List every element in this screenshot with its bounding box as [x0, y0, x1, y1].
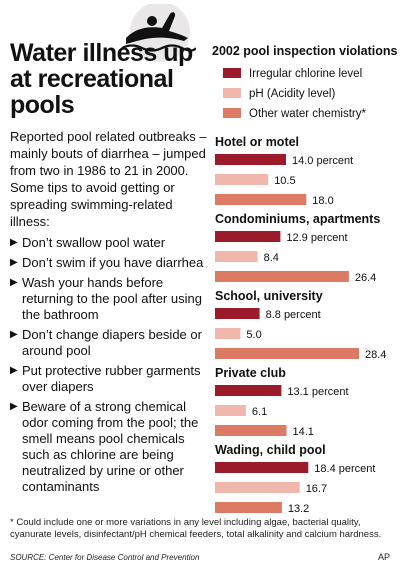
- bar: [215, 462, 309, 473]
- value-label: 6.1: [252, 406, 267, 418]
- legend-swatch: [223, 68, 241, 78]
- bar: [215, 502, 282, 513]
- bar: [215, 271, 349, 282]
- value-label: 28.4: [365, 349, 386, 361]
- value-label: 18.0: [312, 195, 333, 207]
- bar: [215, 425, 287, 436]
- bar: [215, 251, 258, 262]
- value-label: 14.1: [293, 426, 314, 438]
- chart-title: 2002 pool inspection violations: [212, 44, 398, 58]
- value-label: 26.4: [355, 272, 376, 284]
- value-label: 14.0 percent: [292, 155, 353, 167]
- bar: [215, 328, 241, 339]
- value-label: 8.4: [264, 252, 279, 264]
- tip-text: Put protective rubber garments over diap…: [22, 363, 201, 394]
- bar: [215, 348, 359, 359]
- tip-text: Don’t change diapers beside or around po…: [22, 327, 202, 358]
- bar: [215, 385, 282, 396]
- legend-item-ph: pH (Acidity level): [223, 87, 335, 101]
- tip-item: ▶ Beware of a strong chemical odor coming…: [10, 399, 210, 495]
- bar: [215, 231, 281, 242]
- headline: Water illness up at recreational pools: [10, 39, 193, 119]
- tip-text: Don’t swim if you have diarrhea: [22, 255, 204, 270]
- value-label: 13.1 percent: [287, 386, 348, 398]
- category-label: Private club: [215, 366, 286, 380]
- category-label: Condominiums, apartments: [215, 212, 380, 226]
- triangle-bullet-icon: ▶: [10, 257, 18, 268]
- value-label: 18.4 percent: [314, 463, 375, 475]
- value-label: 10.5: [274, 175, 295, 187]
- bar: [215, 482, 300, 493]
- tip-item: ▶ Don’t change diapers beside or around p…: [10, 327, 210, 359]
- bar: [215, 154, 286, 165]
- credit: AP: [377, 552, 390, 562]
- tips-list: ▶ Don’t swallow pool water ▶ Don’t swim if…: [10, 235, 210, 499]
- legend-item-other: Other water chemistry*: [223, 107, 366, 121]
- bar: [215, 194, 307, 205]
- value-label: 16.7: [306, 483, 327, 495]
- legend-swatch: [223, 88, 241, 98]
- triangle-bullet-icon: ▶: [10, 277, 18, 288]
- source-line: SOURCE: Center for Disease Control and P…: [10, 553, 200, 562]
- triangle-bullet-icon: ▶: [10, 365, 18, 376]
- bar: [215, 405, 246, 416]
- legend-label: Irregular chlorine level: [249, 68, 363, 80]
- triangle-bullet-icon: ▶: [10, 237, 18, 248]
- category-label: School, university: [215, 289, 323, 303]
- tip-item: ▶ Put protective rubber garments over dia…: [10, 363, 210, 395]
- value-label: 8.8 percent: [266, 309, 321, 321]
- legend-label: pH (Acidity level): [249, 88, 336, 100]
- footnote: * Could include one or more variations i…: [10, 517, 382, 540]
- tip-text: Wash your hands before returning to the …: [22, 275, 202, 322]
- tip-item: ▶ Don’t swallow pool water: [10, 235, 210, 251]
- value-label: 13.2: [288, 503, 309, 515]
- bar: [215, 308, 260, 319]
- value-label: 12.9 percent: [286, 232, 347, 244]
- swimmer-icon: [121, 4, 196, 62]
- tip-item: ▶ Don’t swim if you have diarrhea: [10, 255, 210, 271]
- category-label: Wading, child pool: [215, 443, 326, 457]
- triangle-bullet-icon: ▶: [10, 401, 18, 412]
- intro-text: Reported pool related outbreaks – mainly…: [10, 129, 207, 229]
- category-label: Hotel or motel: [215, 135, 299, 149]
- triangle-bullet-icon: ▶: [10, 329, 18, 340]
- tip-text: Don’t swallow pool water: [22, 235, 166, 250]
- tip-text: Beware of a strong chemical odor coming …: [22, 399, 199, 494]
- value-label: 5.0: [246, 329, 261, 341]
- legend-swatch: [223, 108, 241, 118]
- tip-item: ▶ Wash your hands before returning to the…: [10, 275, 210, 323]
- bar: [215, 174, 269, 185]
- legend-label: Other water chemistry*: [249, 108, 366, 120]
- legend-item-chlorine: Irregular chlorine level: [223, 67, 362, 81]
